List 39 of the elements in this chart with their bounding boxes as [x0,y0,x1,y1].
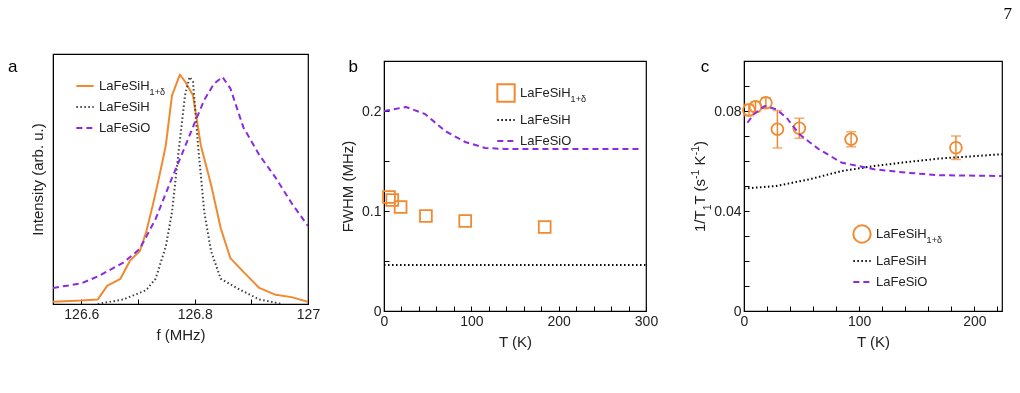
x-axis-title: T (K) [498,332,533,350]
x-tick-label: 200 [547,312,572,329]
y-tick-label: 0.2 [362,102,382,119]
point [949,140,963,155]
point [458,214,473,228]
x-axis-title: T (K) [856,332,891,350]
x-tick-label: 127 [296,305,321,322]
y-axis-title: FWHM (MHz) [339,140,357,233]
point [385,193,400,207]
legend-label: LaFeSiH [520,112,571,127]
legend-label: LaFeSiO [520,133,572,148]
y-tick-label: 0.1 [362,202,382,219]
point [792,121,807,136]
x-tick-label: 200 [963,312,987,329]
point [419,209,433,223]
point [770,122,785,137]
legend-label: LaFeSiH$_{1+δ}$ [876,226,943,245]
x-tick-label: 100 [460,312,484,329]
legend-label: LaFeSiH$_{1+δ}$ [520,85,587,104]
y-axis-title: Intensity (arb. u.) [28,123,46,236]
legend-label: LaFeSiO [876,274,928,289]
x-axis-title: f (MHz) [156,325,206,343]
legend-label: LaFeSiH$_{1+δ}$ [99,78,166,97]
point [393,200,408,214]
x-tick-label: 100 [848,312,872,329]
chart-title: b [348,57,359,76]
point [537,220,552,234]
x-tick-label: 300 [634,312,659,329]
legend-label: LaFeSiO [99,120,151,135]
chart-title: c [700,57,710,76]
legend-label: LaFeSiH [876,253,927,268]
chart-title: a [8,57,18,76]
text: 7 [1003,4,1012,24]
x-tick-label: 126.8 [177,305,213,322]
y-tick-label: 0.04 [714,202,742,219]
point [382,190,396,204]
y-tick-label: 0.08 [714,102,742,119]
x-tick-label: 126.6 [64,305,100,322]
legend-label: LaFeSiH [99,99,150,114]
